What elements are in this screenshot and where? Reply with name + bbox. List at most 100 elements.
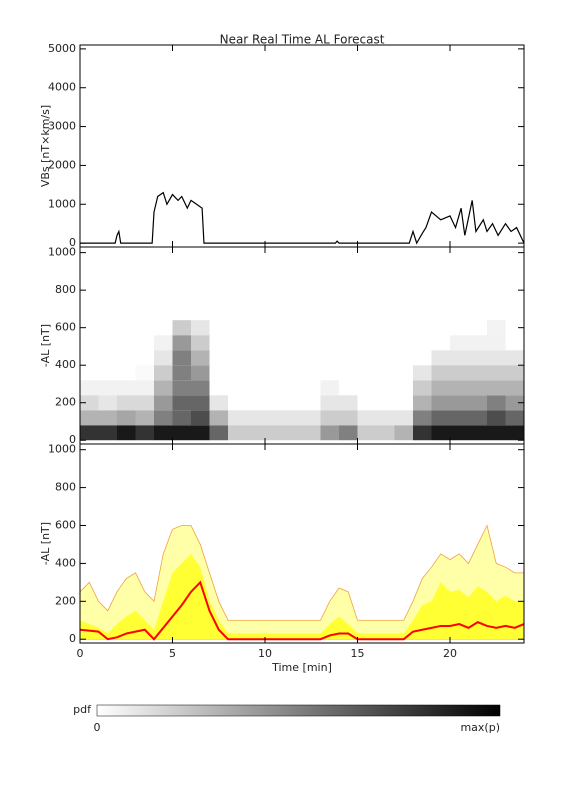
heat-cell bbox=[80, 335, 99, 351]
heat-cell bbox=[413, 380, 432, 396]
heat-cell bbox=[80, 425, 99, 441]
y-tick-label: 400 bbox=[55, 556, 76, 569]
heat-cell bbox=[339, 395, 358, 411]
heat-cell bbox=[302, 380, 321, 396]
heat-cell bbox=[117, 335, 136, 351]
heat-cell bbox=[191, 395, 210, 411]
x-tick-label: 10 bbox=[258, 647, 272, 660]
heat-cell bbox=[265, 350, 284, 366]
heat-cell bbox=[228, 350, 247, 366]
heat-cell bbox=[302, 410, 321, 426]
heat-cell bbox=[154, 410, 173, 426]
heat-cell bbox=[487, 395, 506, 411]
y-tick-label: 400 bbox=[55, 358, 76, 371]
heat-cell bbox=[505, 410, 524, 426]
heat-cell bbox=[376, 395, 395, 411]
heat-cell bbox=[505, 350, 524, 366]
heat-cell bbox=[135, 425, 154, 441]
heat-cell bbox=[357, 365, 376, 381]
heat-cell bbox=[98, 395, 117, 411]
heat-cell bbox=[191, 410, 210, 426]
heat-cell bbox=[394, 410, 413, 426]
heat-cell bbox=[191, 380, 210, 396]
heat-cell bbox=[265, 320, 284, 336]
heat-cell bbox=[413, 365, 432, 381]
heat-cell bbox=[154, 350, 173, 366]
heat-cell bbox=[394, 350, 413, 366]
heat-cell bbox=[468, 395, 487, 411]
heat-cell bbox=[339, 380, 358, 396]
heat-cell bbox=[450, 425, 469, 441]
y-tick-label: 3000 bbox=[48, 120, 76, 133]
heat-cell bbox=[228, 365, 247, 381]
band-area bbox=[80, 553, 524, 640]
x-tick-label: 15 bbox=[351, 647, 365, 660]
median-line bbox=[79, 580, 525, 641]
y-tick-label: 0 bbox=[69, 433, 76, 446]
heat-cell bbox=[98, 335, 117, 351]
heat-cell bbox=[394, 395, 413, 411]
colorbar-max: max(p) bbox=[460, 721, 500, 734]
heat-cell bbox=[487, 380, 506, 396]
heat-cell bbox=[302, 365, 321, 381]
heat-cell bbox=[209, 425, 228, 441]
heat-cell bbox=[228, 425, 247, 441]
heat-cell bbox=[413, 335, 432, 351]
colorbar-min: 0 bbox=[94, 721, 101, 734]
heat-cell bbox=[413, 395, 432, 411]
heat-cell bbox=[505, 380, 524, 396]
panel bbox=[80, 191, 525, 245]
heat-cell bbox=[357, 320, 376, 336]
heat-cell bbox=[117, 410, 136, 426]
heat-cell bbox=[283, 425, 302, 441]
heat-cell bbox=[172, 335, 191, 351]
x-tick-label: 20 bbox=[443, 647, 457, 660]
heat-cell bbox=[394, 320, 413, 336]
heat-cell bbox=[135, 410, 154, 426]
heat-cell bbox=[265, 410, 284, 426]
heat-cell bbox=[265, 365, 284, 381]
heat-cell bbox=[468, 380, 487, 396]
y-tick-label: 4000 bbox=[48, 81, 76, 94]
heat-cell bbox=[228, 320, 247, 336]
heat-cell bbox=[302, 350, 321, 366]
heat-cell bbox=[376, 335, 395, 351]
heat-cell bbox=[376, 350, 395, 366]
heat-cell bbox=[394, 380, 413, 396]
heat-cell bbox=[487, 350, 506, 366]
heat-cell bbox=[246, 335, 265, 351]
heat-cell bbox=[117, 380, 136, 396]
heat-cell bbox=[357, 425, 376, 441]
heat-cell bbox=[431, 320, 450, 336]
heat-cell bbox=[394, 335, 413, 351]
heat-cell bbox=[98, 410, 117, 426]
y-tick-label: 200 bbox=[55, 396, 76, 409]
heat-cell bbox=[505, 335, 524, 351]
y-tick-label: 2000 bbox=[48, 158, 76, 171]
heat-cell bbox=[320, 320, 339, 336]
heat-cell bbox=[154, 425, 173, 441]
heat-cell bbox=[505, 425, 524, 441]
heat-cell bbox=[191, 365, 210, 381]
heat-cell bbox=[320, 395, 339, 411]
heat-cell bbox=[450, 410, 469, 426]
heat-cell bbox=[339, 410, 358, 426]
heat-cell bbox=[283, 335, 302, 351]
x-tick-label: 0 bbox=[77, 647, 84, 660]
heat-cell bbox=[135, 350, 154, 366]
heat-cell bbox=[450, 380, 469, 396]
heat-cell bbox=[228, 335, 247, 351]
heat-cell bbox=[265, 335, 284, 351]
heat-cell bbox=[431, 395, 450, 411]
heat-cell bbox=[283, 365, 302, 381]
heat-cell bbox=[98, 425, 117, 441]
heat-cell bbox=[487, 365, 506, 381]
heat-cell bbox=[265, 395, 284, 411]
heat-cell bbox=[431, 425, 450, 441]
heat-cell bbox=[320, 410, 339, 426]
heat-cell bbox=[283, 320, 302, 336]
heat-cell bbox=[172, 320, 191, 336]
heat-cell bbox=[228, 380, 247, 396]
heat-cell bbox=[357, 350, 376, 366]
heat-cell bbox=[431, 350, 450, 366]
